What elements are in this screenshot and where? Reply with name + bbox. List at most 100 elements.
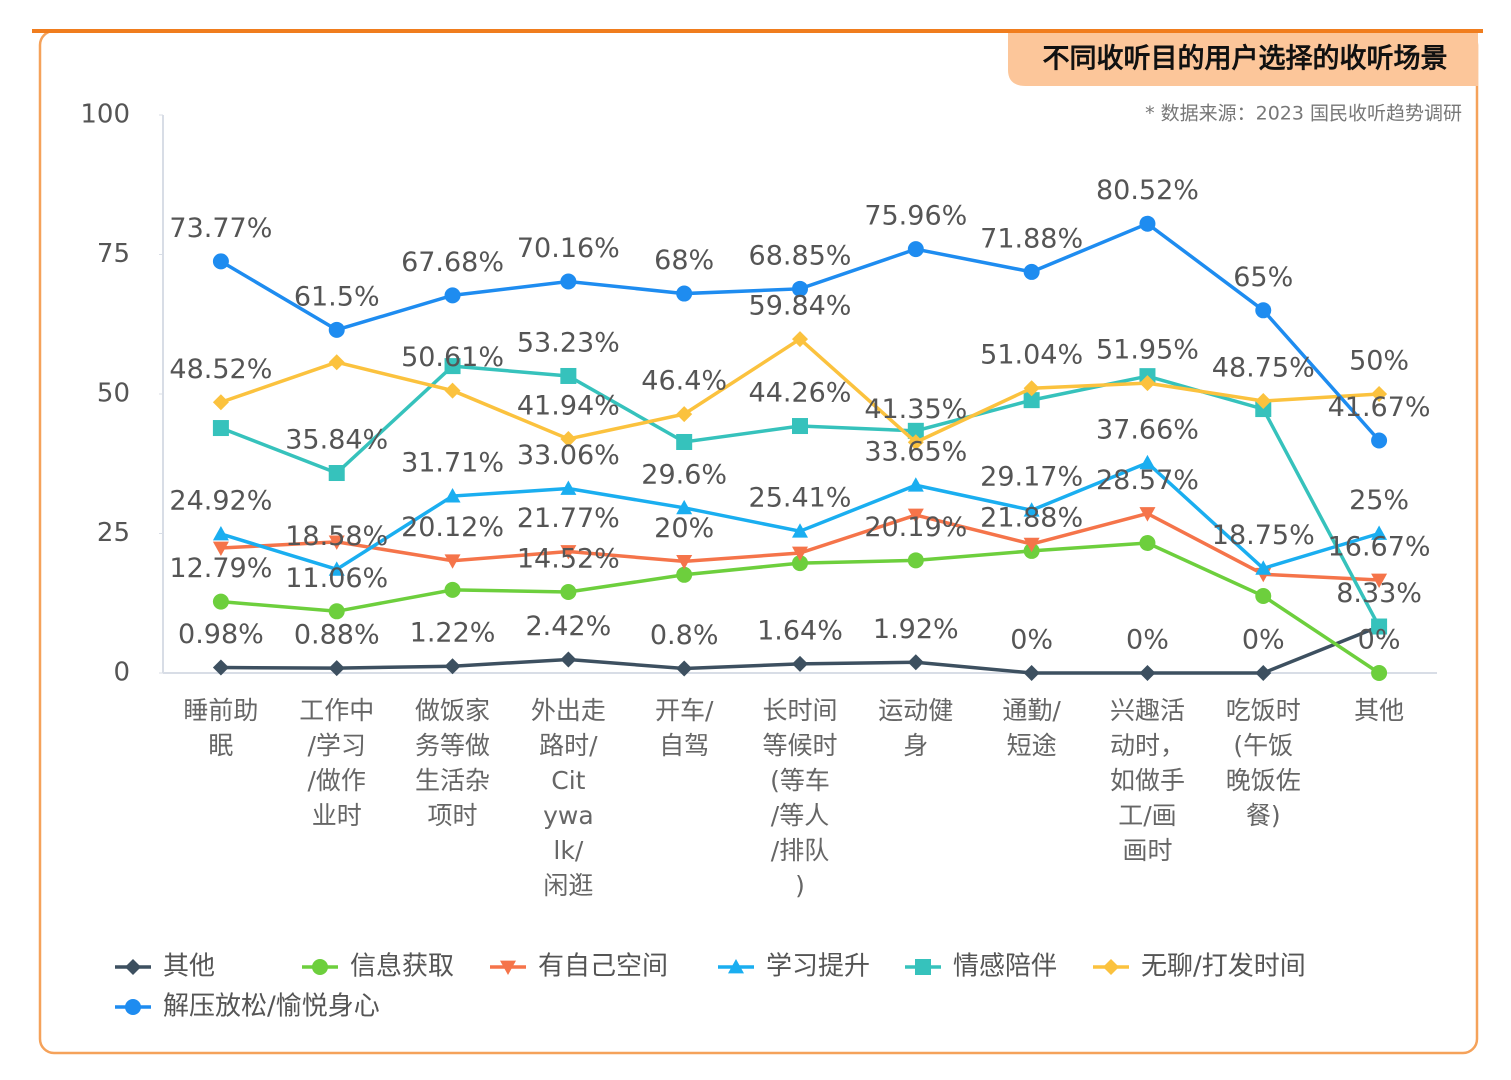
point bbox=[328, 354, 345, 371]
point bbox=[1139, 375, 1156, 392]
point bbox=[907, 654, 924, 671]
point bbox=[792, 331, 808, 348]
data-label: 33.06% bbox=[517, 440, 620, 471]
point bbox=[560, 545, 577, 560]
legend-item: 信息获取 bbox=[302, 952, 454, 982]
data-label: 0.98% bbox=[178, 619, 264, 650]
x-tick-label: 吃饭时(午饭晚饭佐餐) bbox=[1226, 696, 1301, 830]
point bbox=[676, 566, 693, 583]
data-label: 14.52% bbox=[517, 543, 620, 574]
y-tick-label: 0 bbox=[113, 658, 130, 688]
data-label: 71.88% bbox=[980, 223, 1083, 254]
y-tick-label: 100 bbox=[80, 100, 130, 130]
data-label: 8.33% bbox=[1336, 578, 1422, 609]
point bbox=[1255, 665, 1272, 681]
point bbox=[444, 488, 461, 503]
point bbox=[560, 273, 577, 290]
data-label: 18.75% bbox=[1212, 520, 1315, 551]
data-label: 70.16% bbox=[517, 233, 620, 264]
point bbox=[907, 552, 924, 569]
point bbox=[212, 394, 229, 411]
data-label: 67.68% bbox=[401, 247, 504, 278]
data-label: 29.6% bbox=[641, 459, 727, 490]
data-label: 41.35% bbox=[864, 394, 967, 425]
series bbox=[212, 454, 1388, 576]
data-label: 16.67% bbox=[1328, 531, 1431, 562]
x-tick-label: 睡前助眠 bbox=[183, 696, 258, 760]
point bbox=[907, 422, 924, 439]
data-label: 0% bbox=[1010, 625, 1053, 656]
point bbox=[560, 480, 577, 495]
data-label: 24.92% bbox=[169, 485, 272, 516]
data-label: 65% bbox=[1233, 262, 1293, 293]
point bbox=[792, 418, 808, 435]
data-label: 41.94% bbox=[517, 390, 620, 421]
x-tick-label: 兴趣活动时，如做手工/画画时 bbox=[1110, 696, 1185, 865]
source-note: * 数据来源：2023 国民收听趋势调研 bbox=[1145, 103, 1462, 125]
data-label: 51.04% bbox=[980, 340, 1083, 371]
point bbox=[676, 433, 693, 450]
point bbox=[676, 285, 693, 302]
point bbox=[676, 660, 693, 677]
data-label: 44.26% bbox=[749, 378, 852, 409]
point bbox=[212, 253, 229, 270]
data-label: 20% bbox=[654, 513, 714, 544]
point bbox=[907, 477, 924, 492]
data-label: 31.71% bbox=[401, 448, 504, 479]
point bbox=[1139, 454, 1156, 470]
point bbox=[328, 321, 345, 338]
data-label: 80.52% bbox=[1096, 175, 1199, 206]
y-tick-label: 25 bbox=[97, 518, 130, 548]
data-label: 61.5% bbox=[294, 281, 380, 312]
legend-label: 信息获取 bbox=[350, 952, 454, 982]
point bbox=[1139, 534, 1156, 551]
data-label: 41.67% bbox=[1328, 392, 1431, 423]
data-label: 0.8% bbox=[650, 620, 719, 651]
point bbox=[328, 465, 345, 482]
data-label: 20.12% bbox=[401, 512, 504, 543]
legend-marker bbox=[1103, 959, 1119, 975]
data-label: 0% bbox=[1242, 625, 1285, 656]
data-label: 50% bbox=[1349, 346, 1409, 377]
data-label: 51.95% bbox=[1096, 335, 1199, 366]
point bbox=[444, 287, 461, 304]
point bbox=[792, 546, 808, 562]
data-label: 48.75% bbox=[1212, 352, 1315, 383]
series bbox=[212, 358, 1388, 635]
data-label: 33.65% bbox=[864, 437, 967, 468]
legend-item: 学习提升 bbox=[718, 952, 870, 982]
point bbox=[444, 658, 461, 675]
chart-title: 不同收听目的用户选择的收听场景 bbox=[1043, 43, 1448, 75]
point bbox=[560, 430, 577, 447]
point bbox=[444, 358, 461, 375]
data-label: 46.4% bbox=[641, 366, 727, 397]
data-label: 21.88% bbox=[980, 502, 1083, 533]
point bbox=[444, 382, 461, 399]
point bbox=[1023, 263, 1040, 280]
data-label: 20.19% bbox=[864, 512, 967, 543]
y-tick-label: 75 bbox=[97, 239, 130, 269]
point bbox=[212, 525, 229, 541]
point bbox=[212, 659, 229, 676]
data-label: 48.52% bbox=[169, 354, 272, 385]
data-label: 0% bbox=[1126, 625, 1169, 656]
point bbox=[1139, 665, 1156, 681]
legend-item: 解压放松/愉悦身心 bbox=[115, 992, 380, 1022]
legend-marker bbox=[500, 960, 516, 975]
data-label: 53.23% bbox=[517, 327, 620, 358]
y-tick-label: 50 bbox=[97, 379, 130, 409]
point bbox=[1139, 507, 1156, 522]
data-label: 75.96% bbox=[864, 201, 967, 232]
point bbox=[792, 523, 808, 538]
data-label: 1.22% bbox=[410, 618, 496, 649]
point bbox=[560, 583, 577, 600]
data-label: 18.58% bbox=[285, 521, 388, 552]
data-label: 35.84% bbox=[285, 425, 388, 456]
point bbox=[1371, 386, 1388, 402]
legend-label: 其他 bbox=[163, 952, 215, 982]
point bbox=[328, 561, 345, 576]
point bbox=[1371, 665, 1388, 681]
point bbox=[1371, 525, 1388, 540]
